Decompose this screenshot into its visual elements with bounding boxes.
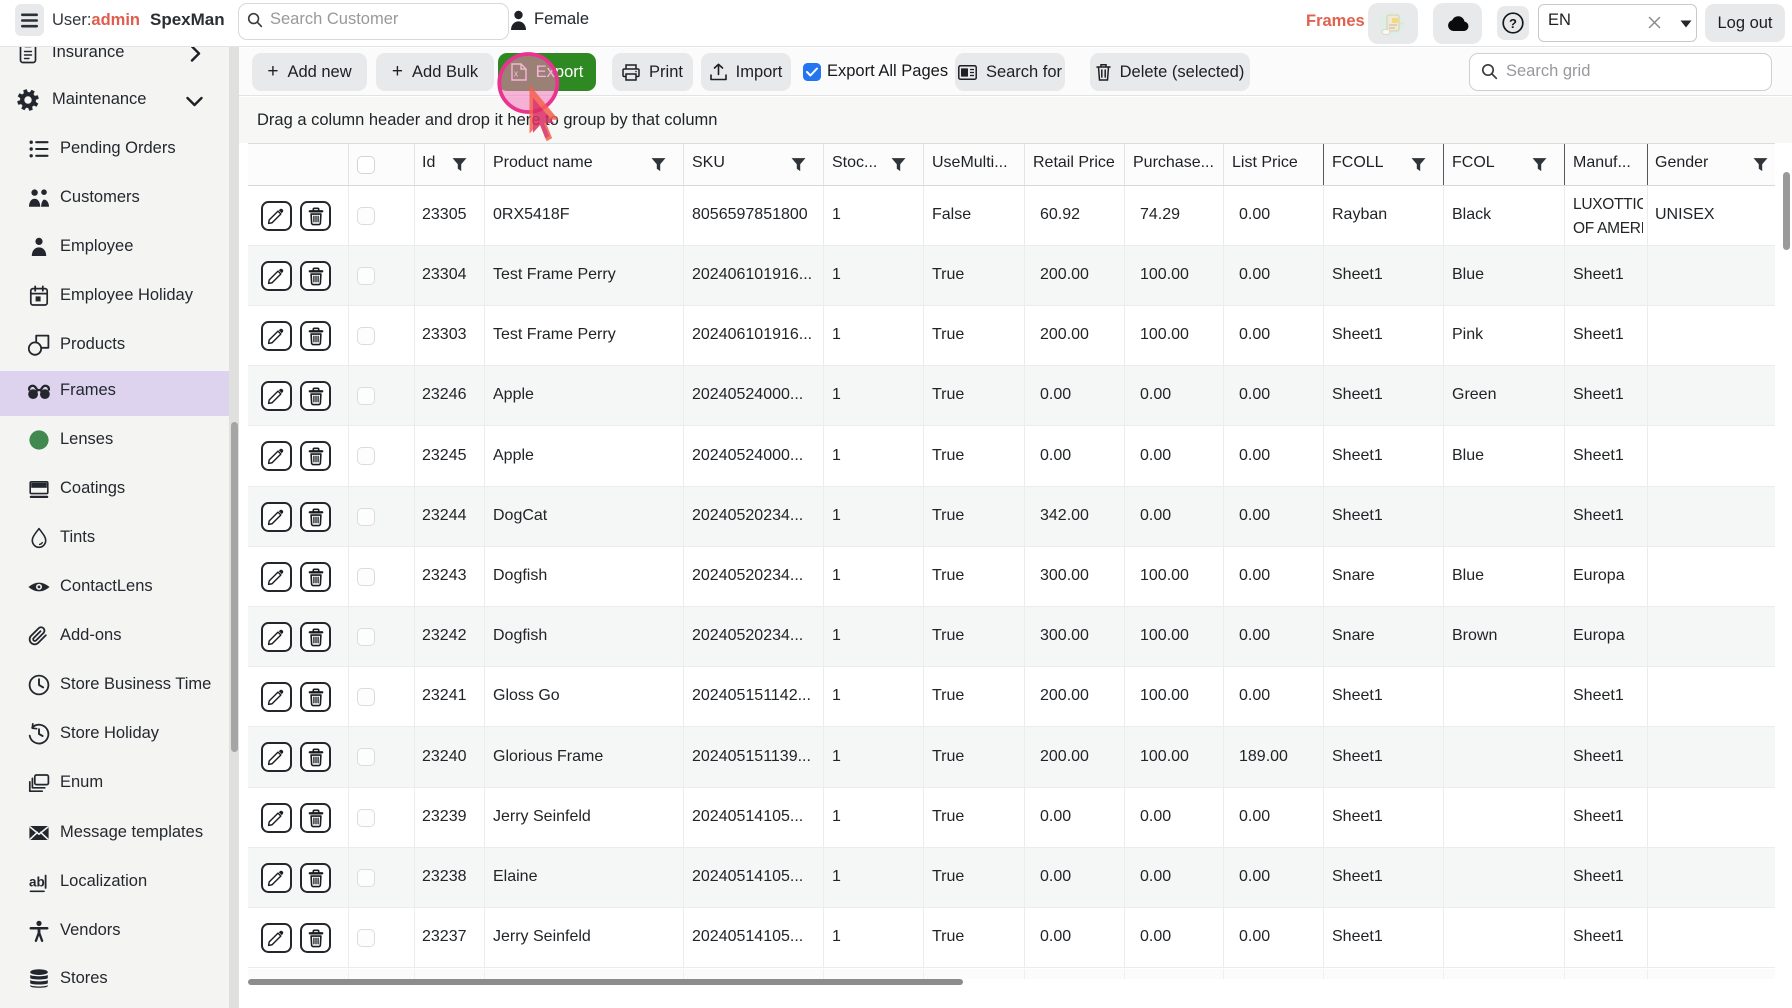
svg-text:ab: ab <box>29 875 45 890</box>
svg-text:?: ? <box>1509 16 1517 31</box>
